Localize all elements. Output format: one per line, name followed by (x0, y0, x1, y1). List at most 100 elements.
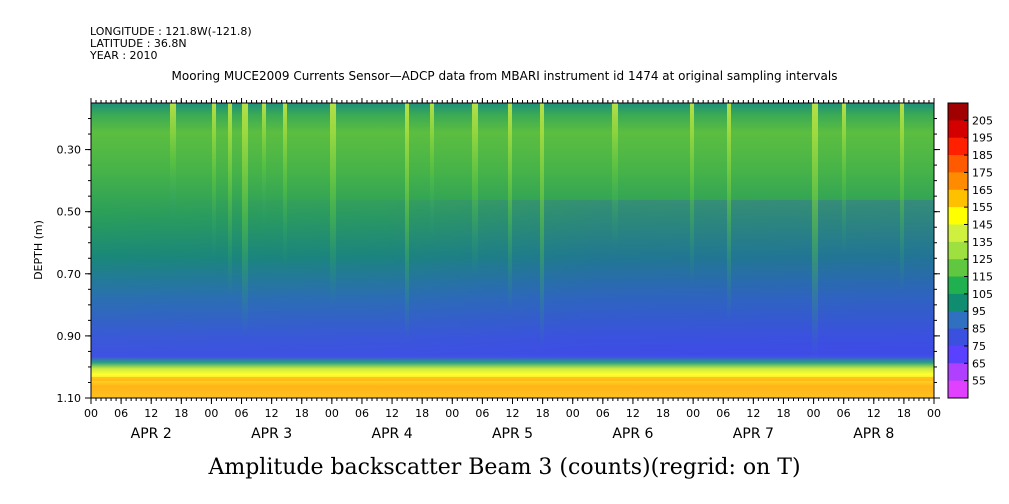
colorbar-label: 195 (972, 132, 993, 145)
colorbar-swatch (948, 380, 968, 399)
heatmap-streak (405, 103, 409, 342)
heatmap-streak (508, 103, 512, 313)
colorbar-swatch (948, 293, 968, 312)
x-tick-label: 18 (897, 407, 911, 420)
heatmap-field (91, 103, 934, 398)
heatmap-streak (242, 103, 248, 334)
colorbar-label: 165 (972, 184, 993, 197)
colorbar-swatch (948, 328, 968, 347)
colorbar-label: 95 (972, 305, 986, 318)
x-day-label: APR 2 (131, 426, 172, 442)
x-tick-label: 12 (506, 407, 520, 420)
year-label: YEAR : 2010 (90, 49, 158, 62)
colorbar: 205 195 185 175 165 155 145 135 125 115 105 95 85 75 6… (947, 102, 993, 399)
chart-caption: Amplitude backscatter Beam 3 (counts)(re… (208, 455, 801, 480)
heatmap-streak (690, 103, 694, 284)
colorbar-label: 75 (972, 340, 986, 353)
colorbar-swatch (948, 276, 968, 295)
colorbar-label: 125 (972, 253, 993, 266)
colorbar-label: 55 (972, 375, 986, 388)
colorbar-swatch (948, 345, 968, 364)
heatmap-streak (212, 103, 216, 260)
x-tick-label: 18 (656, 407, 670, 420)
colorbar-swatch (948, 155, 968, 173)
x-tick-label: 12 (144, 407, 158, 420)
y-tick-label: 0.90 (57, 330, 82, 343)
colorbar-label: 155 (972, 201, 993, 214)
heatmap-streaks (170, 103, 904, 358)
x-tick-label: 06 (837, 407, 851, 420)
x-tick-label: 12 (385, 407, 399, 420)
colorbar-label: 85 (972, 323, 986, 336)
x-tick-label: 18 (776, 407, 790, 420)
heatmap-streak (170, 103, 176, 223)
heatmap-streak (812, 103, 818, 358)
colorbar-swatch (948, 311, 968, 330)
colorbar-swatch (948, 241, 968, 260)
heatmap-streak (330, 103, 336, 305)
x-day-label: APR 7 (733, 426, 774, 442)
heatmap-streak (283, 103, 287, 268)
heatmap-streak (430, 103, 434, 239)
colorbar-swatch (948, 224, 968, 243)
colorbar-label: 145 (972, 218, 993, 231)
x-tick-label: 06 (716, 407, 730, 420)
x-day-label: APR 8 (853, 426, 894, 442)
x-tick-label: 18 (415, 407, 429, 420)
y-tick-label: 0.70 (57, 268, 82, 281)
heatmap-streak (727, 103, 731, 321)
heatmap-streak (900, 103, 904, 292)
x-tick-label: 06 (596, 407, 610, 420)
x-tick-label: 12 (867, 407, 881, 420)
y-axis-label: DEPTH (m) (32, 220, 45, 280)
heatmap-streak (612, 103, 618, 247)
y-tick-label: 1.10 (57, 392, 82, 405)
chart-title: Mooring MUCE2009 Currents Sensor—ADCP da… (171, 69, 838, 83)
x-tick-label: 00 (686, 407, 700, 420)
y-tick-label: 0.50 (57, 206, 82, 219)
x-tick-label: 06 (355, 407, 369, 420)
x-day-label: APR 6 (612, 426, 653, 442)
colorbar-label: 65 (972, 357, 986, 370)
x-tick-label: 06 (235, 407, 249, 420)
colorbar-label: 205 (972, 114, 993, 127)
x-tick-label: 00 (84, 407, 98, 420)
x-tick-label: 06 (114, 407, 128, 420)
x-tick-label: 12 (626, 407, 640, 420)
heatmap-streak (228, 103, 232, 297)
heatmap-streak (472, 103, 478, 276)
longitude-label: LONGITUDE : 121.8W(-121.8) (90, 25, 252, 38)
x-tick-label: 00 (566, 407, 580, 420)
colorbar-swatch (948, 259, 968, 278)
x-tick-label: 18 (295, 407, 309, 420)
x-tick-label: 00 (325, 407, 339, 420)
heatmap-streak (842, 103, 846, 255)
colorbar-swatch (948, 103, 968, 121)
x-tick-label: 00 (445, 407, 459, 420)
heatmap-streak (262, 103, 266, 231)
x-tick-label: 00 (807, 407, 821, 420)
x-tick-label: 06 (475, 407, 489, 420)
x-day-label: APR 4 (372, 426, 413, 442)
x-tick-label: 00 (204, 407, 218, 420)
colorbar-swatch (948, 120, 968, 139)
colorbar-label: 115 (972, 271, 993, 284)
colorbar-swatch (948, 189, 968, 208)
colorbar-frame (947, 102, 969, 399)
x-tick-label: 00 (927, 407, 941, 420)
x-day-label: APR 5 (492, 426, 533, 442)
x-tick-label: 12 (265, 407, 279, 420)
heatmap-low-shade (91, 200, 934, 355)
heatmap-streak (540, 103, 544, 350)
colorbar-label: 105 (972, 288, 993, 301)
colorbar-label: 185 (972, 149, 993, 162)
y-tick-label: 0.30 (57, 144, 82, 157)
x-day-label: APR 3 (251, 426, 292, 442)
x-tick-label: 12 (746, 407, 760, 420)
latitude-label: LATITUDE : 36.8N (90, 37, 187, 50)
colorbar-label: 175 (972, 166, 993, 179)
colorbar-swatch (948, 172, 968, 191)
colorbar-label: 135 (972, 236, 993, 249)
